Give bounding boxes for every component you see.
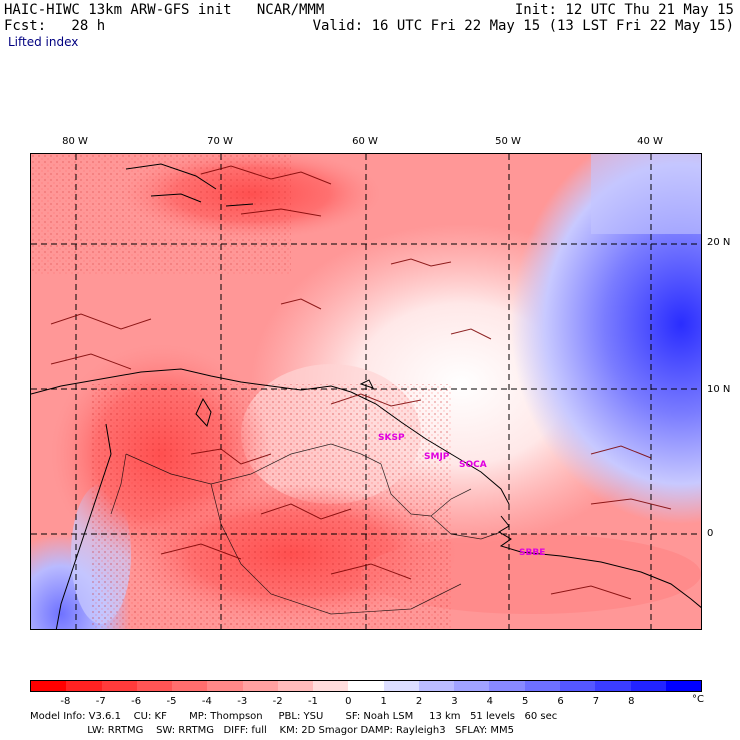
colorbar-tick-label: -3 (237, 696, 248, 707)
graticule (31, 154, 701, 629)
valid-time: Valid: 16 UTC Fri 22 May 15 (13 LST Fri … (312, 18, 734, 34)
colorbar (30, 680, 702, 692)
colorbar-tick-label: -2 (272, 696, 283, 707)
map-canvas (31, 154, 701, 629)
lat-label-equator: 0 (707, 528, 714, 539)
forecast-hour: Fcst: 28 h (4, 18, 106, 34)
field-name: Lifted index (8, 35, 79, 49)
colorbar-segment (242, 681, 278, 691)
colorbar-segment (348, 681, 384, 691)
colorbar-tick-label: 0 (345, 696, 352, 707)
colorbar-tick-label: 1 (380, 696, 387, 707)
colorbar-segment (172, 681, 208, 691)
lon-label-70w: 70 W (207, 136, 233, 147)
colorbar-tick-label: 2 (415, 696, 423, 707)
colorbar-tick-label: 8 (628, 696, 635, 707)
colorbar-tick-label: -6 (131, 696, 142, 707)
station-sksp: SKSP (378, 433, 405, 443)
colorbar-tick-label: -1 (307, 696, 318, 707)
colorbar-segment (418, 681, 455, 691)
station-smjp: SMJP (424, 452, 450, 462)
colorbar-segment (207, 681, 243, 691)
colorbar-segment (383, 681, 419, 691)
colorbar-segment (31, 681, 67, 691)
lon-label-60w: 60 W (352, 136, 378, 147)
colorbar-tick-label: 7 (592, 696, 600, 707)
lat-label-10n: 10 N (707, 384, 731, 395)
colorbar-tick-label: 4 (486, 696, 493, 707)
model-info-line2: LW: RRTMG SW: RRTMG DIFF: full KM: 2D Sm… (30, 725, 515, 736)
colorbar-segment (101, 681, 137, 691)
country-borders (110, 443, 502, 615)
lat-label-20n: 20 N (707, 237, 731, 248)
station-sbbe: SBBE (519, 548, 546, 558)
colorbar-segment (313, 681, 349, 691)
colorbar-segment (595, 681, 631, 691)
li-contours (50, 165, 672, 600)
lifted-index-map: SKSP SMJP SOCA SBBE (30, 153, 702, 630)
colorbar-segment (524, 681, 560, 691)
colorbar-segment (136, 681, 173, 691)
init-time: Init: 12 UTC Thu 21 May 15 (514, 2, 734, 18)
colorbar-segment (665, 681, 702, 691)
colorbar-segment (559, 681, 596, 691)
coastlines (31, 163, 701, 629)
lon-label-50w: 50 W (495, 136, 521, 147)
colorbar-tick-label: -4 (201, 696, 212, 707)
model-title: HAIC-HIWC 13km ARW-GFS init NCAR/MMM (4, 2, 325, 18)
station-soca: SOCA (459, 460, 487, 470)
colorbar-tick-label: 5 (521, 696, 529, 707)
colorbar-segment (277, 681, 314, 691)
colorbar-segment (630, 681, 666, 691)
colorbar-segment (66, 681, 102, 691)
colorbar-tick-label: -7 (95, 696, 106, 707)
colorbar-segment (489, 681, 525, 691)
colorbar-unit: °C (692, 694, 704, 705)
lon-label-80w: 80 W (62, 136, 88, 147)
colorbar-tick-label: 3 (451, 696, 458, 707)
colorbar-tick-label: -5 (166, 696, 177, 707)
colorbar-segment (454, 681, 490, 691)
colorbar-tick-label: -8 (60, 696, 71, 707)
colorbar-tick-label: 6 (557, 696, 564, 707)
model-info-line1: Model Info: V3.6.1 CU: KF MP: Thompson P… (30, 711, 558, 722)
lon-label-40w: 40 W (637, 136, 663, 147)
